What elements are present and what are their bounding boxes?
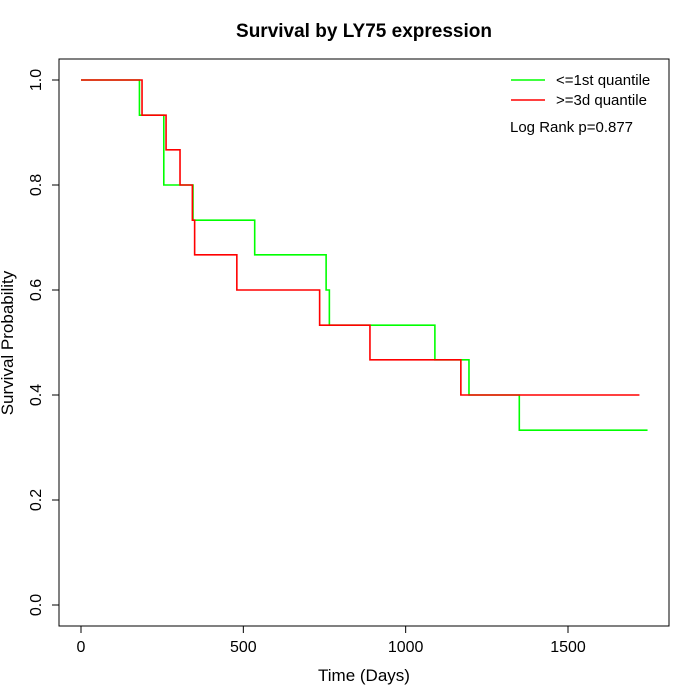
y-axis: 0.0 0.2 0.4 0.6 0.8 1.0	[28, 69, 60, 616]
y-tick-label: 0.0	[28, 594, 45, 616]
x-tick-label: 0	[77, 639, 86, 656]
x-tick-label: 1500	[550, 639, 586, 656]
y-axis-label: Survival Probability	[0, 270, 17, 415]
y-tick-label: 0.4	[28, 384, 45, 406]
legend-label-2: >=3d quantile	[556, 92, 647, 109]
series-lines	[81, 79, 648, 431]
logrank-annotation: Log Rank p=0.877	[510, 119, 633, 136]
legend: <=1st quantile >=3d quantile	[511, 72, 650, 109]
x-tick-label: 500	[230, 639, 257, 656]
y-tick-label: 0.2	[28, 489, 45, 511]
y-tick-label: 0.8	[28, 174, 45, 196]
series-line-1	[81, 79, 648, 431]
x-tick-label: 1000	[388, 639, 424, 656]
y-tick-label: 0.6	[28, 279, 45, 301]
legend-label-1: <=1st quantile	[556, 72, 650, 89]
plot-frame	[58, 58, 670, 627]
chart-title: Survival by LY75 expression	[236, 21, 492, 42]
y-tick-label: 1.0	[28, 69, 45, 91]
x-axis-label: Time (Days)	[318, 666, 410, 685]
series-line-2	[81, 79, 640, 396]
x-axis: 0 500 1000 1500	[77, 625, 586, 656]
